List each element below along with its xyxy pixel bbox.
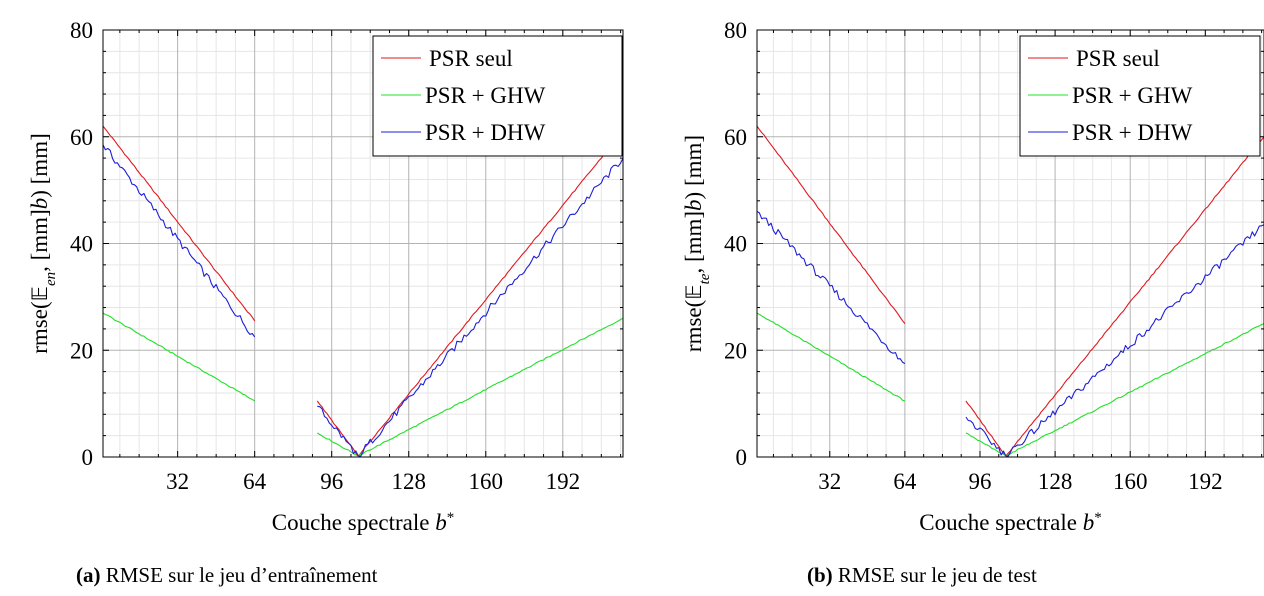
legend-label: PSR + DHW bbox=[425, 120, 546, 145]
x-tick-label: 192 bbox=[546, 469, 581, 494]
series-line-psr-ghw bbox=[965, 432, 1007, 457]
chart-a: 32 64 96 128 160 192 0 20 40 60 80 Couche spectrale… bbox=[27, 18, 624, 535]
series-line-psr-dhw bbox=[317, 405, 359, 457]
legend-label: PSR + DHW bbox=[1072, 120, 1193, 145]
plot-frame bbox=[756, 29, 1264, 458]
legend-label: PSR seul bbox=[1076, 46, 1160, 71]
series-line-psr-seul bbox=[103, 125, 256, 322]
series-line-psr-dhw bbox=[757, 211, 906, 365]
caption-a: (a) RMSE sur le jeu d’entraînement bbox=[76, 563, 378, 588]
x-axis-label: Couche spectrale b* bbox=[919, 510, 1101, 535]
y-tick-label: 20 bbox=[724, 338, 747, 363]
y-tick-label: 80 bbox=[724, 18, 747, 43]
legend-label: PSR seul bbox=[429, 46, 513, 71]
x-tick-label: 96 bbox=[968, 469, 991, 494]
x-tick-label: 160 bbox=[1113, 469, 1148, 494]
series-line-psr-ghw bbox=[317, 432, 359, 457]
x-axis-label: Couche spectrale b* bbox=[272, 510, 454, 535]
caption-text-b: RMSE sur le jeu de test bbox=[837, 563, 1037, 587]
x-tick-label: 160 bbox=[469, 469, 504, 494]
x-tick-label: 32 bbox=[166, 469, 189, 494]
legend-box bbox=[372, 35, 623, 157]
y-tick-label: 60 bbox=[70, 125, 93, 150]
x-tick-label: 192 bbox=[1188, 469, 1223, 494]
x-tick-label: 128 bbox=[391, 469, 426, 494]
series-line-psr-seul bbox=[757, 125, 906, 324]
caption-tag-a: (a) bbox=[76, 563, 101, 587]
series-group bbox=[757, 125, 1264, 457]
series-line-psr-dhw bbox=[103, 144, 256, 338]
chart-b: 32 64 96 128 160 192 0 20 40 60 80 Couche spectrale… bbox=[681, 18, 1264, 535]
chart-panel-a: 32 64 96 128 160 192 0 20 40 60 80 Couche spectrale… bbox=[27, 18, 624, 588]
x-tick-label: 96 bbox=[320, 469, 343, 494]
series-line-psr-seul bbox=[357, 131, 623, 457]
y-tick-label: 20 bbox=[70, 338, 93, 363]
plot-frame bbox=[102, 29, 624, 458]
series-group bbox=[103, 125, 623, 457]
legend: PSR seul PSR + GHW PSR + DHW bbox=[1019, 35, 1261, 157]
x-tick-label: 32 bbox=[818, 469, 841, 494]
y-tick-label: 0 bbox=[736, 445, 748, 470]
y-tick-label: 0 bbox=[82, 445, 94, 470]
series-line-psr-seul bbox=[965, 400, 1007, 457]
legend-label: PSR + GHW bbox=[425, 83, 546, 108]
y-tick-label: 80 bbox=[70, 18, 93, 43]
series-line-psr-ghw bbox=[357, 317, 623, 457]
series-line-psr-dhw bbox=[1005, 224, 1264, 457]
x-tick-label: 64 bbox=[243, 469, 267, 494]
x-tick-label: 64 bbox=[893, 469, 917, 494]
y-tick-label: 40 bbox=[724, 232, 747, 257]
series-line-psr-dhw bbox=[358, 157, 623, 457]
caption-b: (b) RMSE sur le jeu de test bbox=[807, 563, 1037, 588]
chart-panel-b: 32 64 96 128 160 192 0 20 40 60 80 Couche spectrale… bbox=[632, 0, 1264, 596]
caption-text-a: RMSE sur le jeu d’entraînement bbox=[105, 563, 378, 587]
series-line-psr-dhw bbox=[965, 416, 1007, 457]
y-tick-label: 60 bbox=[724, 125, 747, 150]
caption-tag-b: (b) bbox=[807, 563, 833, 587]
series-line-psr-ghw bbox=[757, 312, 906, 402]
series-line-psr-ghw bbox=[103, 312, 256, 402]
series-line-psr-seul bbox=[1005, 136, 1264, 457]
x-tick-label: 128 bbox=[1038, 469, 1073, 494]
y-axis-label: rmse(𝔼te, [mm]b) [mm] bbox=[681, 135, 713, 352]
legend-label: PSR + GHW bbox=[1072, 83, 1193, 108]
legend: PSR seul PSR + GHW PSR + DHW bbox=[372, 35, 623, 157]
y-tick-label: 40 bbox=[70, 232, 93, 257]
y-axis-label: rmse(𝔼en, [mm]b) [mm] bbox=[27, 133, 59, 354]
series-line-psr-ghw bbox=[1005, 323, 1264, 457]
legend-box bbox=[1019, 35, 1261, 157]
